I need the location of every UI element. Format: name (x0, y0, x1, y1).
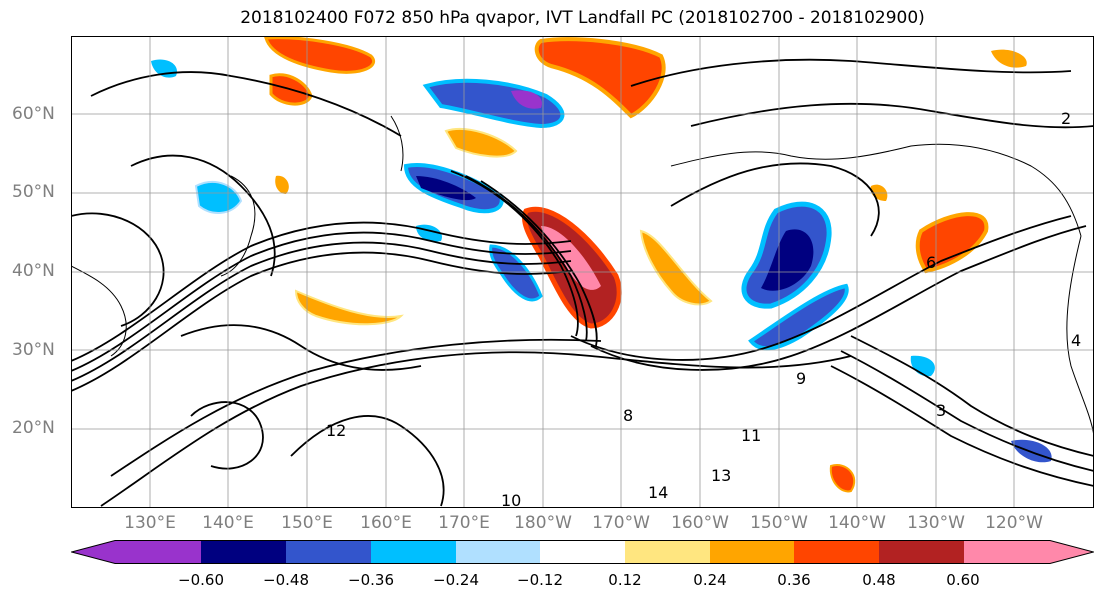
colorbar-svg (69, 540, 1096, 564)
colorbar-segment (540, 540, 625, 564)
lon-label-150e: 150°E (281, 513, 333, 533)
contour-label-12: 12 (326, 421, 346, 440)
contour-label-11: 11 (741, 426, 761, 445)
colorbar-segment (286, 540, 371, 564)
ivt-contour-lines (71, 58, 1094, 507)
lon-label-170w: 170°W (592, 513, 650, 533)
colorbar-tick-neg036: −0.36 (348, 571, 394, 589)
lon-label-160w: 160°W (671, 513, 729, 533)
colorbar-segments (71, 540, 1094, 564)
colorbar-tick-neg048: −0.48 (263, 571, 309, 589)
colorbar-tick-neg024: −0.24 (433, 571, 479, 589)
contour-label-8: 8 (623, 406, 633, 425)
lat-label-40n: 40°N (12, 261, 55, 281)
colorbar-segment (964, 540, 1050, 564)
lon-label-130e: 130°E (124, 513, 176, 533)
colorbar-tick-036: 0.36 (777, 571, 811, 589)
lat-label-50n: 50°N (12, 182, 55, 202)
colorbar-segment (371, 540, 456, 564)
contour-label-2: 2 (1061, 109, 1071, 128)
contour-label-10: 10 (501, 491, 521, 508)
coastlines (71, 115, 1094, 437)
map-frame (71, 36, 1094, 508)
lat-label-20n: 20°N (12, 418, 55, 438)
colorbar (69, 540, 1096, 564)
colorbar-outline (69, 540, 1096, 564)
map-title: 2018102400 F072 850 hPa qvapor, IVT Land… (240, 8, 925, 28)
lon-label-170e: 170°E (438, 513, 490, 533)
colorbar-tick-048: 0.48 (862, 571, 896, 589)
contour-label-3: 3 (936, 401, 946, 420)
lon-label-140e: 140°E (202, 513, 254, 533)
colorbar-extend-low (71, 540, 115, 564)
contour-label-14: 14 (648, 483, 668, 502)
lon-label-160e: 160°E (360, 513, 412, 533)
lat-label-30n: 30°N (12, 340, 55, 360)
lon-label-180w: 180°W (514, 513, 572, 533)
colorbar-tick-neg060: −0.60 (178, 571, 224, 589)
contour-label-6: 6 (926, 253, 936, 272)
map-panel: 10 12 13 14 11 9 8 3 2 4 6 (71, 36, 1094, 508)
lon-label-120w: 120°W (985, 513, 1043, 533)
lon-label-140w: 140°W (828, 513, 886, 533)
map-svg: 10 12 13 14 11 9 8 3 2 4 6 (71, 36, 1094, 508)
graticule (71, 36, 1094, 508)
lon-label-150w: 150°W (750, 513, 808, 533)
negative-anomaly-fields (151, 59, 1052, 463)
colorbar-segment (625, 540, 710, 564)
contour-label-group: 10 12 13 14 11 9 8 3 2 4 6 (326, 109, 1081, 508)
colorbar-segment (879, 540, 964, 564)
contour-label-13: 13 (711, 466, 731, 485)
contour-label-9: 9 (796, 369, 806, 388)
colorbar-tick-012: 0.12 (608, 571, 642, 589)
colorbar-segment (115, 540, 201, 564)
colorbar-extend-high (1050, 540, 1094, 564)
colorbar-tick-024: 0.24 (693, 571, 727, 589)
contour-label-4: 4 (1071, 331, 1081, 350)
lat-label-60n: 60°N (12, 104, 55, 124)
lon-label-130w: 130°W (907, 513, 965, 533)
colorbar-tick-060: 0.60 (946, 571, 980, 589)
colorbar-segment (794, 540, 879, 564)
colorbar-tick-neg012: −0.12 (517, 571, 563, 589)
colorbar-segment (710, 540, 794, 564)
colorbar-segment (456, 540, 540, 564)
colorbar-segment (201, 540, 286, 564)
